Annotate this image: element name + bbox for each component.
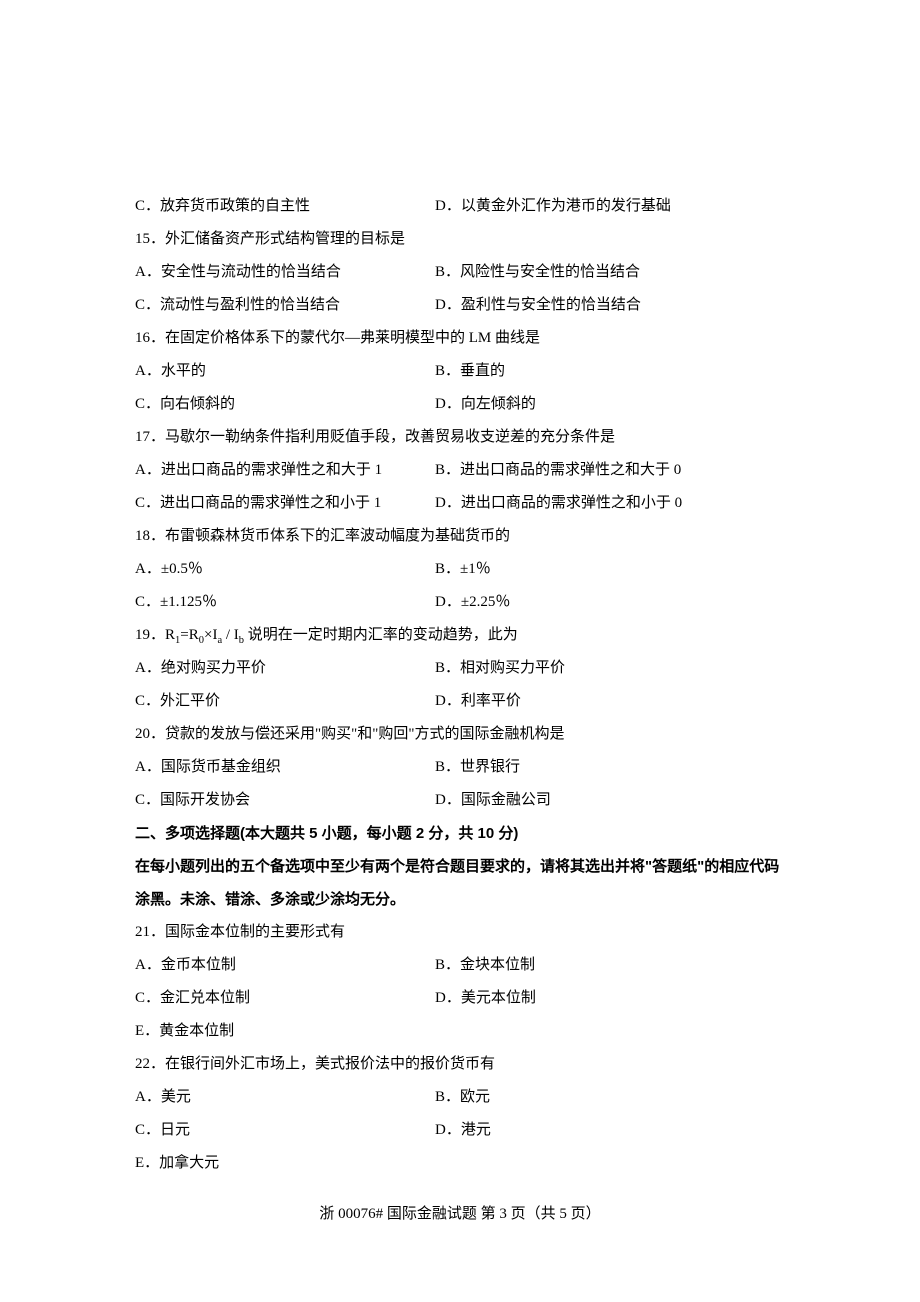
question-17-options-ab: A．进出口商品的需求弹性之和大于 1 B．进出口商品的需求弹性之和大于 0 xyxy=(135,454,785,487)
option-b: B．±1％ xyxy=(435,553,785,586)
question-17-options-cd: C．进出口商品的需求弹性之和小于 1 D．进出口商品的需求弹性之和小于 0 xyxy=(135,487,785,520)
option-a: A．进出口商品的需求弹性之和大于 1 xyxy=(135,454,435,487)
section-2-header: 二、多项选择题(本大题共 5 小题，每小题 2 分，共 10 分) xyxy=(135,817,785,850)
question-16-stem: 16．在固定价格体系下的蒙代尔—弗莱明模型中的 LM 曲线是 xyxy=(135,322,785,355)
option-d: D．盈利性与安全性的恰当结合 xyxy=(435,289,785,322)
q19-suffix: 说明在一定时期内汇率的变动趋势，此为 xyxy=(244,627,518,643)
option-c: C．日元 xyxy=(135,1114,435,1147)
question-21-stem: 21．国际金本位制的主要形式有 xyxy=(135,916,785,949)
option-a: A．安全性与流动性的恰当结合 xyxy=(135,256,435,289)
question-22-stem: 22．在银行间外汇市场上，美式报价法中的报价货币有 xyxy=(135,1048,785,1081)
option-a: A．水平的 xyxy=(135,355,435,388)
question-18-options-ab: A．±0.5％ B．±1％ xyxy=(135,553,785,586)
question-21-options-cd: C．金汇兑本位制 D．美元本位制 xyxy=(135,982,785,1015)
option-c: C．外汇平价 xyxy=(135,685,435,718)
question-15-stem: 15．外汇储备资产形式结构管理的目标是 xyxy=(135,223,785,256)
question-22-options-cd: C．日元 D．港元 xyxy=(135,1114,785,1147)
option-a: A．美元 xyxy=(135,1081,435,1114)
question-19-options-cd: C．外汇平价 D．利率平价 xyxy=(135,685,785,718)
option-d: D．港元 xyxy=(435,1114,785,1147)
option-c: C．国际开发协会 xyxy=(135,784,435,817)
option-d: D．±2.25％ xyxy=(435,586,785,619)
question-15-options-cd: C．流动性与盈利性的恰当结合 D．盈利性与安全性的恰当结合 xyxy=(135,289,785,322)
question-20-options-cd: C．国际开发协会 D．国际金融公司 xyxy=(135,784,785,817)
option-c: C．金汇兑本位制 xyxy=(135,982,435,1015)
q19-mid2: ×I xyxy=(204,627,217,643)
option-a: A．国际货币基金组织 xyxy=(135,751,435,784)
option-c: C．进出口商品的需求弹性之和小于 1 xyxy=(135,487,435,520)
option-c: C．±1.125％ xyxy=(135,586,435,619)
question-17-stem: 17．马歇尔一勒纳条件指利用贬值手段，改善贸易收支逆差的充分条件是 xyxy=(135,421,785,454)
question-22-options-ab: A．美元 B．欧元 xyxy=(135,1081,785,1114)
option-d: D．利率平价 xyxy=(435,685,785,718)
option-a: A．绝对购买力平价 xyxy=(135,652,435,685)
question-16-options-ab: A．水平的 B．垂直的 xyxy=(135,355,785,388)
question-22-option-e: E．加拿大元 xyxy=(135,1147,785,1180)
question-20-options-ab: A．国际货币基金组织 B．世界银行 xyxy=(135,751,785,784)
question-20-stem: 20．贷款的发放与偿还采用"购买"和"购回"方式的国际金融机构是 xyxy=(135,718,785,751)
option-b: B．风险性与安全性的恰当结合 xyxy=(435,256,785,289)
option-a: A．金币本位制 xyxy=(135,949,435,982)
option-b: B．世界银行 xyxy=(435,751,785,784)
option-b: B．金块本位制 xyxy=(435,949,785,982)
option-c: C．向右倾斜的 xyxy=(135,388,435,421)
option-d: D．向左倾斜的 xyxy=(435,388,785,421)
option-d: D．以黄金外汇作为港币的发行基础 xyxy=(435,190,785,223)
option-c: C．流动性与盈利性的恰当结合 xyxy=(135,289,435,322)
q19-prefix: 19．R xyxy=(135,627,175,643)
option-a: A．±0.5％ xyxy=(135,553,435,586)
section-2-instruction: 在每小题列出的五个备选项中至少有两个是符合题目要求的，请将其选出并将"答题纸"的… xyxy=(135,850,785,916)
q19-mid3: / I xyxy=(222,627,239,643)
question-21-options-ab: A．金币本位制 B．金块本位制 xyxy=(135,949,785,982)
question-18-stem: 18．布雷顿森林货币体系下的汇率波动幅度为基础货币的 xyxy=(135,520,785,553)
question-15-options-ab: A．安全性与流动性的恰当结合 B．风险性与安全性的恰当结合 xyxy=(135,256,785,289)
option-b: B．相对购买力平价 xyxy=(435,652,785,685)
option-d: D．进出口商品的需求弹性之和小于 0 xyxy=(435,487,785,520)
page-footer: 浙 00076# 国际金融试题 第 3 页（共 5 页） xyxy=(135,1204,785,1225)
question-16-options-cd: C．向右倾斜的 D．向左倾斜的 xyxy=(135,388,785,421)
q19-mid1: =R xyxy=(180,627,198,643)
question-19-stem: 19．R1=R0×Ia / Ib 说明在一定时期内汇率的变动趋势，此为 xyxy=(135,619,785,652)
option-b: B．进出口商品的需求弹性之和大于 0 xyxy=(435,454,785,487)
option-d: D．美元本位制 xyxy=(435,982,785,1015)
question-18-options-cd: C．±1.125％ D．±2.25％ xyxy=(135,586,785,619)
option-b: B．垂直的 xyxy=(435,355,785,388)
option-c: C．放弃货币政策的自主性 xyxy=(135,190,435,223)
question-19-options-ab: A．绝对购买力平价 B．相对购买力平价 xyxy=(135,652,785,685)
option-d: D．国际金融公司 xyxy=(435,784,785,817)
question-21-option-e: E．黄金本位制 xyxy=(135,1015,785,1048)
question-14-options-cd: C．放弃货币政策的自主性 D．以黄金外汇作为港币的发行基础 xyxy=(135,190,785,223)
option-b: B．欧元 xyxy=(435,1081,785,1114)
